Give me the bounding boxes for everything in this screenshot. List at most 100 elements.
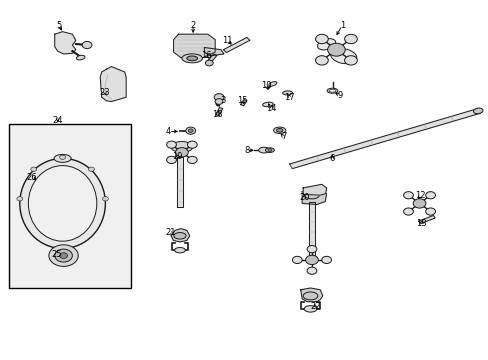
Circle shape [60, 155, 65, 159]
Circle shape [403, 208, 412, 215]
Text: 20: 20 [298, 193, 309, 202]
Text: 22: 22 [309, 302, 320, 311]
Polygon shape [303, 184, 326, 195]
Circle shape [60, 253, 67, 258]
Polygon shape [240, 99, 246, 106]
Circle shape [306, 267, 316, 274]
Ellipse shape [472, 108, 482, 114]
Ellipse shape [267, 149, 271, 152]
Polygon shape [418, 215, 434, 224]
Polygon shape [171, 229, 189, 242]
Ellipse shape [262, 102, 273, 107]
Circle shape [187, 156, 197, 163]
Polygon shape [100, 67, 126, 102]
Ellipse shape [174, 248, 185, 253]
Ellipse shape [328, 89, 335, 92]
Bar [9, 124, 131, 288]
Text: 26: 26 [26, 173, 37, 181]
Text: 2: 2 [190, 21, 195, 30]
Text: 17: 17 [284, 93, 294, 102]
Polygon shape [204, 48, 224, 56]
Text: 9: 9 [337, 91, 342, 100]
Ellipse shape [304, 190, 319, 199]
Polygon shape [177, 157, 183, 207]
Circle shape [188, 129, 193, 132]
Ellipse shape [182, 54, 202, 63]
Polygon shape [55, 32, 76, 54]
Circle shape [102, 197, 108, 201]
Circle shape [215, 99, 223, 104]
Text: 16: 16 [201, 51, 211, 60]
Circle shape [175, 148, 188, 157]
Ellipse shape [276, 129, 282, 132]
Ellipse shape [282, 91, 292, 95]
Circle shape [321, 256, 331, 264]
Polygon shape [223, 37, 249, 53]
Text: 15: 15 [236, 95, 247, 104]
Text: 6: 6 [329, 154, 334, 163]
Text: 19: 19 [172, 152, 183, 161]
Text: 7: 7 [281, 132, 285, 141]
Ellipse shape [273, 127, 285, 134]
Circle shape [344, 34, 357, 44]
Circle shape [306, 246, 316, 253]
Ellipse shape [171, 141, 192, 152]
Text: 25: 25 [51, 251, 61, 259]
Circle shape [305, 255, 318, 265]
Ellipse shape [268, 82, 276, 86]
Ellipse shape [173, 233, 185, 239]
Text: 11: 11 [222, 36, 232, 45]
Text: 24: 24 [52, 116, 63, 125]
Ellipse shape [303, 292, 317, 300]
Circle shape [412, 199, 425, 208]
Circle shape [403, 192, 412, 199]
Circle shape [31, 167, 37, 171]
Circle shape [292, 256, 302, 264]
Text: 10: 10 [261, 81, 271, 90]
Text: 21: 21 [164, 228, 175, 237]
Circle shape [17, 197, 22, 201]
Ellipse shape [258, 147, 269, 153]
Text: 14: 14 [265, 104, 276, 113]
Ellipse shape [330, 49, 356, 64]
Ellipse shape [265, 148, 274, 153]
Text: 23: 23 [100, 88, 110, 97]
Circle shape [425, 208, 435, 215]
Polygon shape [308, 202, 314, 257]
Text: 18: 18 [212, 110, 223, 119]
Ellipse shape [186, 56, 197, 60]
Circle shape [88, 167, 94, 171]
Text: 13: 13 [415, 219, 426, 228]
Polygon shape [173, 34, 215, 58]
Ellipse shape [317, 39, 335, 50]
Polygon shape [216, 108, 222, 116]
Ellipse shape [54, 154, 71, 162]
Circle shape [82, 41, 92, 49]
Ellipse shape [20, 158, 105, 248]
Circle shape [185, 127, 195, 134]
Circle shape [166, 156, 176, 163]
Text: 1: 1 [339, 21, 344, 30]
Circle shape [425, 192, 435, 199]
Text: 4: 4 [166, 127, 171, 136]
Circle shape [344, 56, 357, 65]
Circle shape [49, 245, 78, 266]
Circle shape [327, 43, 345, 56]
Circle shape [187, 141, 197, 148]
Polygon shape [302, 189, 326, 204]
Polygon shape [300, 288, 322, 302]
Text: 5: 5 [56, 21, 61, 30]
Ellipse shape [326, 88, 337, 93]
Polygon shape [207, 54, 216, 63]
Circle shape [214, 94, 224, 101]
Circle shape [315, 56, 327, 65]
Circle shape [205, 60, 213, 66]
Circle shape [315, 34, 327, 44]
Polygon shape [289, 109, 480, 168]
Text: 12: 12 [414, 191, 425, 199]
Text: 8: 8 [244, 146, 249, 155]
Ellipse shape [304, 306, 316, 312]
Circle shape [55, 249, 72, 262]
Circle shape [166, 141, 176, 148]
Ellipse shape [28, 166, 97, 241]
